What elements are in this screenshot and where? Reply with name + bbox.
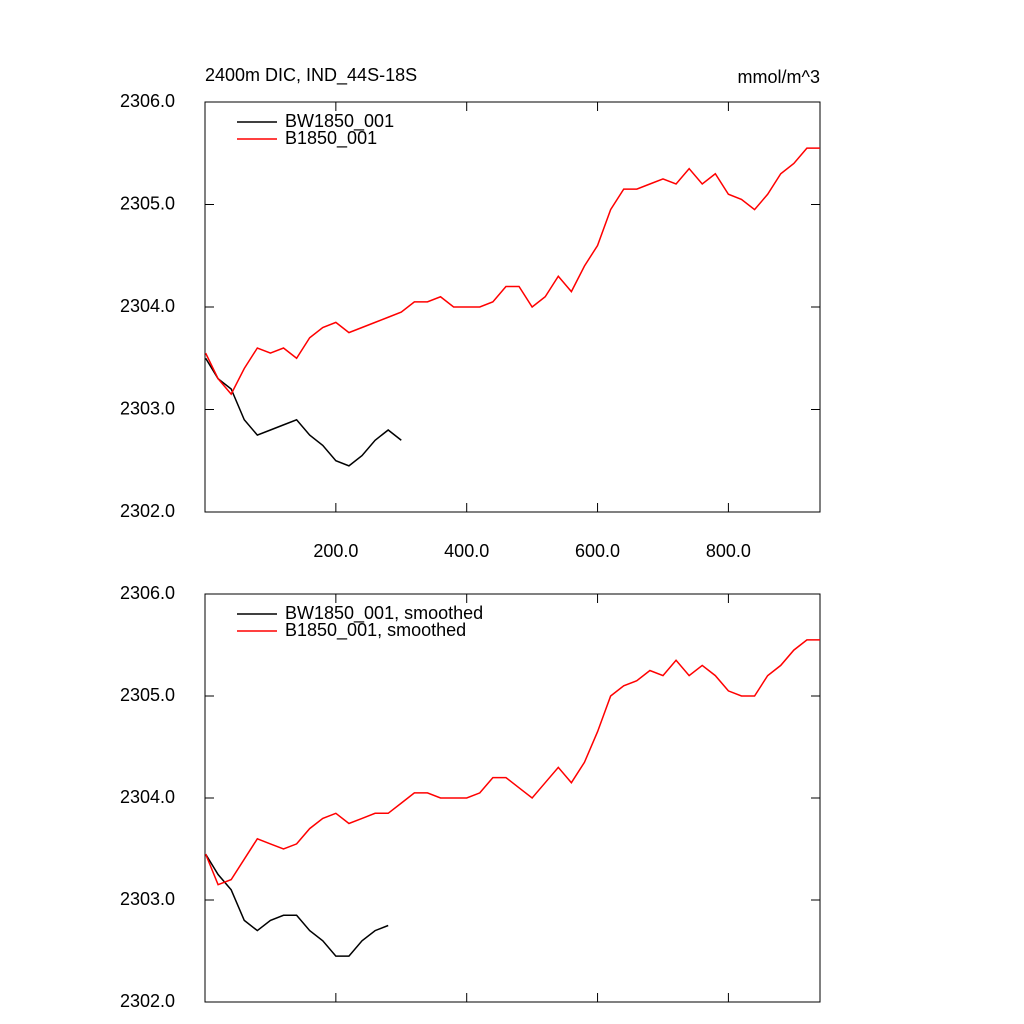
data-line (204, 147, 820, 396)
units-label: mmol/m^3 (738, 67, 820, 87)
data-line (205, 357, 402, 467)
y-tick-label: 2306.0 (120, 583, 175, 603)
y-tick-label: 2305.0 (120, 193, 175, 213)
x-tick-label: 200.0 (313, 541, 358, 561)
y-tick-label: 2306.0 (120, 91, 175, 111)
y-tick-label: 2305.0 (120, 685, 175, 705)
x-tick-label: 400.0 (444, 541, 489, 561)
legend-label: B1850_001, smoothed (285, 620, 466, 641)
legend-label: BW1850_001, smoothed (285, 603, 483, 624)
y-tick-label: 2303.0 (120, 398, 175, 418)
y-tick-label: 2303.0 (120, 889, 175, 909)
y-tick-label: 2304.0 (120, 296, 175, 316)
legend-label: BW1850_001 (285, 111, 394, 132)
chart-title: 2400m DIC, IND_44S-18S (205, 65, 417, 86)
x-tick-label: 800.0 (706, 541, 751, 561)
plot-frame (204, 101, 821, 513)
y-tick-label: 2302.0 (120, 501, 175, 521)
y-tick-label: 2304.0 (120, 787, 175, 807)
plot-frame (204, 593, 821, 1003)
x-tick-label: 600.0 (575, 541, 620, 561)
y-tick-label: 2302.0 (120, 991, 175, 1011)
data-line (205, 853, 389, 957)
data-line (204, 639, 820, 886)
legend-label: B1850_001 (285, 128, 377, 149)
